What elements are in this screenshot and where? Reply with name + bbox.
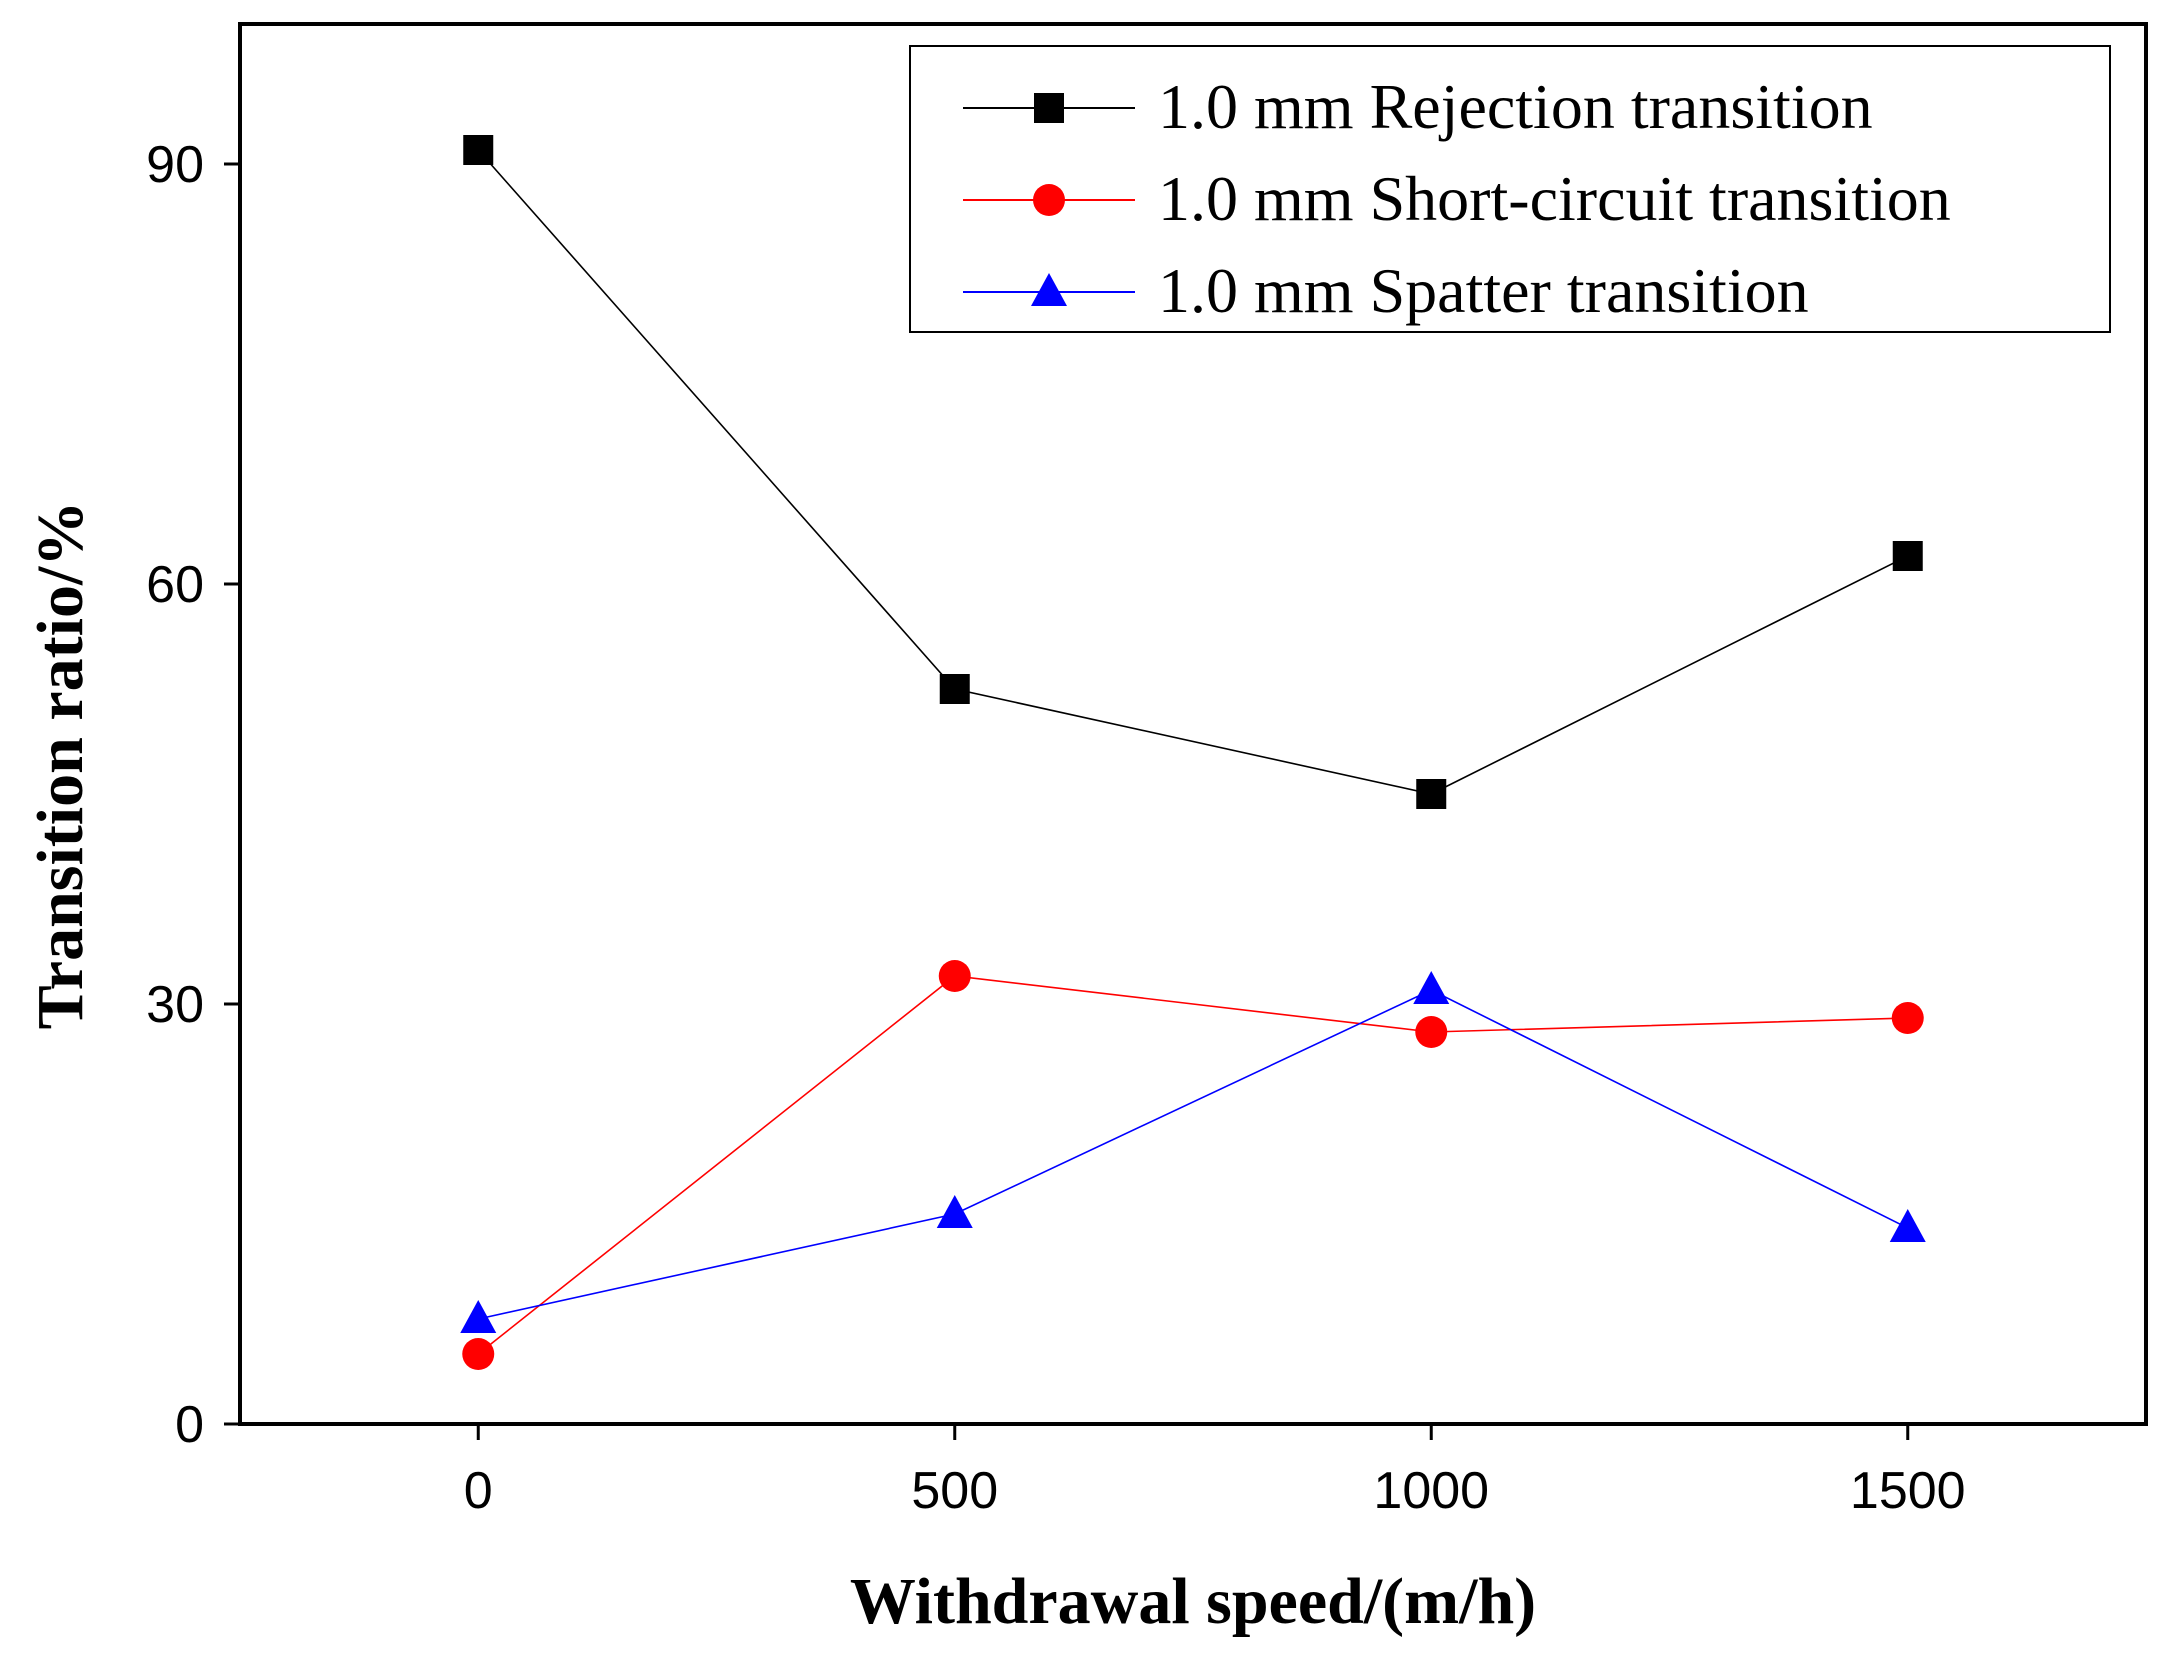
series-line-rejection xyxy=(477,149,1909,795)
data-point-rejection xyxy=(939,674,970,704)
series-line-short-circuit xyxy=(477,975,1908,1355)
x-tick-label: 1500 xyxy=(1850,1462,1966,1520)
data-point-spatter xyxy=(1889,1209,1926,1242)
series-rejection xyxy=(463,135,1923,809)
data-point-rejection xyxy=(463,135,494,165)
y-axis-title: Transition ratio/% xyxy=(24,501,97,1030)
series-spatter xyxy=(460,971,1926,1333)
data-point-short-circuit xyxy=(462,1338,495,1370)
data-point-short-circuit xyxy=(1891,1002,1924,1034)
data-point-rejection xyxy=(1416,779,1447,809)
legend-items: 1.0 mm Rejection transition 1.0 mm Short-… xyxy=(963,71,1951,326)
x-tick-label: 1000 xyxy=(1373,1462,1489,1520)
data-point-short-circuit xyxy=(938,960,971,992)
data-point-short-circuit xyxy=(1415,1016,1448,1048)
legend-box xyxy=(909,45,2111,333)
y-tick-label: 30 xyxy=(146,976,204,1034)
legend-marker-spatter xyxy=(1031,273,1067,306)
legend: 1.0 mm Rejection transition 1.0 mm Short-… xyxy=(909,45,2111,333)
legend-label-rejection: 1.0 mm Rejection transition xyxy=(1158,71,1873,142)
y-tick-label: 60 xyxy=(146,556,204,614)
plot-frame xyxy=(238,22,2148,1426)
y-tick-label: 0 xyxy=(175,1396,204,1454)
legend-marker-rejection xyxy=(1034,93,1064,123)
data-point-spatter xyxy=(936,1195,973,1228)
data-point-spatter xyxy=(1413,971,1450,1004)
x-tick-label: 500 xyxy=(911,1462,998,1520)
y-axis-ticks: 0 30 60 90 xyxy=(146,136,240,1454)
series-layer xyxy=(460,135,1926,1370)
data-point-spatter xyxy=(460,1300,497,1333)
legend-label-short-circuit: 1.0 mm Short-circuit transition xyxy=(1158,163,1951,234)
x-tick-label: 0 xyxy=(464,1462,493,1520)
x-axis-ticks: 0 500 1000 1500 xyxy=(464,1424,1966,1520)
legend-label-spatter: 1.0 mm Spatter transition xyxy=(1158,255,1809,326)
y-tick-label: 90 xyxy=(146,136,204,194)
legend-marker-short-circuit xyxy=(1033,184,1065,216)
x-axis-title: Withdrawal speed/(m/h) xyxy=(850,1565,1536,1638)
series-short-circuit xyxy=(462,960,1924,1370)
data-point-rejection xyxy=(1892,541,1923,571)
series-line-spatter xyxy=(478,989,1909,1320)
